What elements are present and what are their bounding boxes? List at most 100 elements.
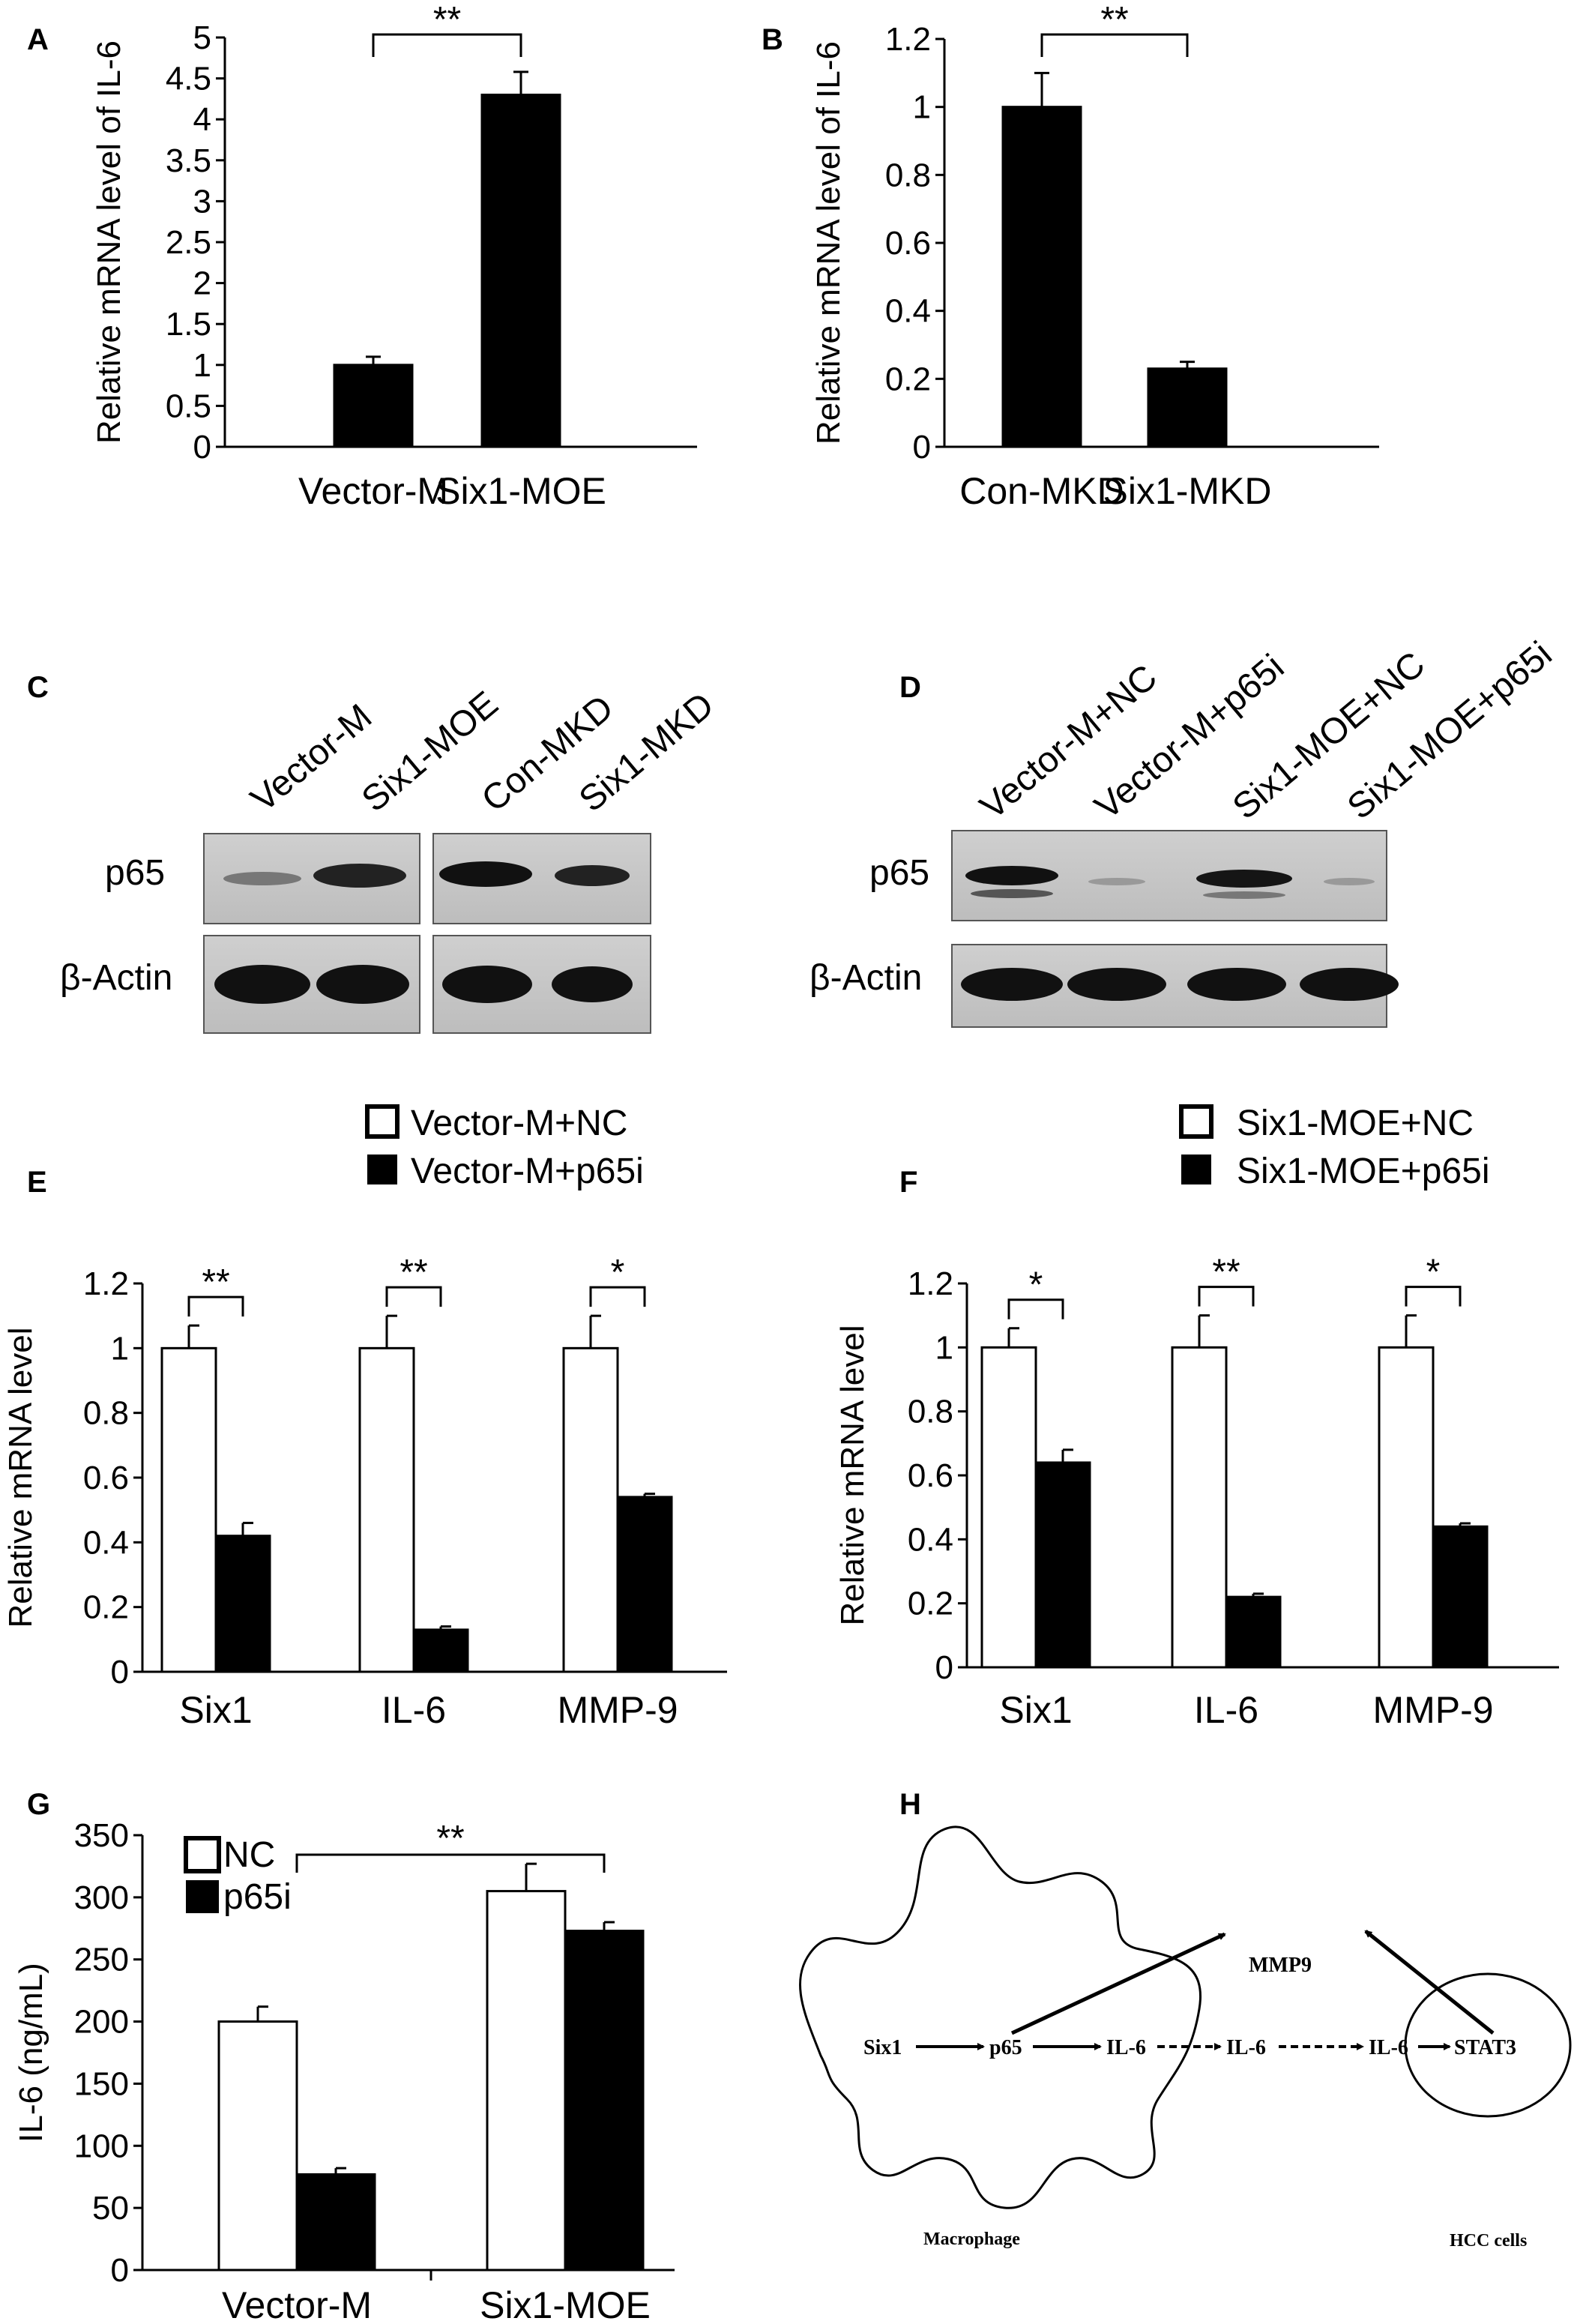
significance-bracket (1405, 1286, 1462, 1307)
y-tick-label: 2.5 (166, 224, 211, 261)
blot-band (316, 965, 409, 1004)
legend-label: Six1-MOE+p65i (1237, 1152, 1489, 1191)
bar (1147, 367, 1228, 448)
significance-bracket (385, 1286, 442, 1307)
x-category-label: Six1 (179, 1689, 252, 1731)
blot-lane-label: Vector-M (244, 696, 379, 819)
y-tick-label: 4 (193, 101, 211, 138)
blot-band (1187, 968, 1286, 1001)
x-category-label: Con-MKD (959, 470, 1124, 512)
x-category-label: Six1-MOE (435, 470, 606, 512)
blot-band (1203, 891, 1285, 899)
y-tick-label: 0.8 (885, 157, 931, 193)
x-category-label: Six1 (999, 1689, 1072, 1731)
blot-band (1300, 968, 1399, 1001)
y-tick-label: 0.6 (908, 1457, 953, 1494)
y-tick-label: 0.2 (885, 361, 931, 397)
x-category-label: MMP-9 (1372, 1689, 1493, 1731)
y-tick-label: 0.2 (83, 1589, 129, 1626)
y-tick-label: 1 (935, 1329, 953, 1366)
legend-swatch-open (184, 1836, 221, 1873)
legend-label: NC (223, 1835, 275, 1875)
y-tick-label: 250 (74, 1942, 129, 1978)
panel-letter-e: E (27, 1166, 47, 1199)
y-tick-label: 0.8 (83, 1395, 129, 1432)
bar (562, 1346, 619, 1673)
blot-membrane (951, 830, 1387, 921)
legend-g: NC p65i (184, 1835, 292, 1917)
x-category-label: MMP-9 (557, 1689, 678, 1731)
y-tick-label: 3 (193, 183, 211, 220)
y-tick-label: 1.5 (166, 306, 211, 343)
arrow-p65-mmp9 (1010, 1932, 1226, 2035)
node-mmp9: MMP9 (1249, 1954, 1312, 1977)
y-tick-label: 5 (193, 19, 211, 56)
caption-macrophage: Macrophage (923, 2230, 1020, 2249)
y-tick-label: 200 (74, 2004, 129, 2041)
bar (1034, 1461, 1091, 1669)
y-tick-label: 150 (74, 2065, 129, 2102)
node-il6: IL-6 (1226, 2036, 1266, 2059)
y-tick-label: 50 (92, 2190, 129, 2227)
y-tick-label: 350 (74, 1817, 129, 1854)
bar (980, 1346, 1037, 1669)
y-tick-label: 0.2 (908, 1586, 953, 1622)
blot-row-label: β-Actin (809, 958, 922, 998)
y-tick-label: 1.2 (885, 21, 931, 58)
node-il6: IL-6 (1369, 2036, 1408, 2059)
y-tick-label: 3.5 (166, 142, 211, 179)
chart-panel-b: 0 0.2 0.4 0.6 0.8 1 1.2 Relative mRNA level of … (810, 0, 1379, 512)
x-category-label: Vector-M (222, 2284, 372, 2324)
bar (1432, 1525, 1489, 1669)
y-axis-label: Relative mRNA level (834, 1325, 871, 1625)
blot-row-label: β-Actin (60, 958, 172, 998)
blot-band (442, 966, 532, 1003)
blot-lane-label: Six1-MOE+p65i (1340, 634, 1560, 828)
blot-row-label: p65 (869, 853, 929, 893)
bar (295, 2173, 376, 2272)
significance-label: ** (433, 0, 461, 40)
bar (1378, 1346, 1435, 1669)
legend-f: Six1-MOE+NC Six1-MOE+p65i (1179, 1104, 1489, 1191)
panel-letter-a: A (27, 23, 49, 56)
y-tick-label: 2 (193, 265, 211, 302)
bar (1171, 1346, 1228, 1669)
panel-letter-h: H (899, 1788, 921, 1821)
panel-letter-b: B (762, 23, 783, 56)
blot-band (971, 889, 1053, 898)
legend-swatch-open (1179, 1104, 1213, 1139)
significance-bracket (1007, 1298, 1064, 1319)
legend-swatch-filled (367, 1155, 397, 1184)
x-category-label: Vector-M (298, 470, 448, 512)
y-axis-label: IL-6 (ng/mL) (13, 1963, 49, 2143)
x-category-label: IL-6 (1194, 1689, 1258, 1731)
macrophage-outline (799, 1825, 1201, 2209)
significance-label: * (1426, 1253, 1441, 1292)
y-tick-label: 0 (193, 429, 211, 466)
y-axis-label: Relative mRNA level of IL-6 (91, 40, 127, 444)
blot-band (223, 872, 301, 885)
legend-label: p65i (223, 1877, 292, 1917)
significance-label: ** (1212, 1253, 1240, 1292)
bar (214, 1535, 271, 1673)
panel-letter-g: G (27, 1788, 50, 1821)
chart-panel-g: 0 50 100 150 200 250 300 350 IL-6 (ng/mL) Vector-… (13, 1817, 675, 2324)
significance-bracket (295, 1853, 606, 1873)
blot-band (1196, 870, 1292, 888)
pathway-diagram: Six1 p65 IL-6 IL-6 IL-6 STAT3 MMP9 Macro… (799, 1825, 1572, 2251)
x-category-label: Six1-MKD (1103, 470, 1271, 512)
arrow-stat3-mmp9 (1364, 1930, 1495, 2035)
legend-label: Vector-M+NC (411, 1104, 627, 1143)
y-tick-label: 1.2 (908, 1265, 953, 1302)
significance-label: * (611, 1253, 625, 1292)
legend-label: Vector-M+p65i (411, 1152, 644, 1191)
bar (616, 1496, 673, 1673)
significance-bracket (1040, 33, 1189, 57)
significance-bracket (187, 1295, 244, 1317)
y-tick-label: 1 (913, 89, 931, 126)
blot-band (552, 966, 633, 1002)
y-tick-label: 0.8 (908, 1394, 953, 1430)
chart-panel-f: 0 0.2 0.4 0.6 0.8 1 1.2 Relative mRNA level Six1… (834, 1253, 1559, 1731)
y-tick-label: 0.4 (885, 293, 931, 330)
node-stat3: STAT3 (1454, 2036, 1516, 2059)
